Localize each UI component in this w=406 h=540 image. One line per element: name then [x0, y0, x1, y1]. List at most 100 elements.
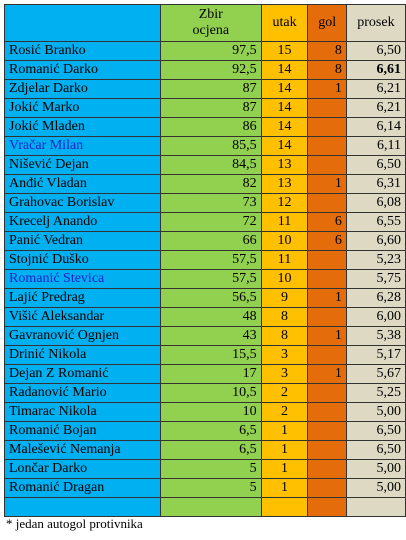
golovi-cell [307, 421, 347, 441]
zbir-ocjena-cell: 66 [160, 231, 262, 251]
header-zbir-ocjena: Zbir ocjena [160, 4, 262, 42]
golovi-cell [307, 345, 347, 365]
zbir-ocjena-cell: 72 [160, 212, 262, 232]
table-row: Romanić Dragan 5 1 5,00 [4, 478, 406, 498]
prosek-cell: 6,55 [345, 212, 406, 232]
zbir-ocjena-cell: 57,5 [160, 269, 262, 289]
prosek-cell: 6,11 [345, 136, 406, 156]
prosek-cell: 5,67 [345, 364, 406, 384]
golovi-cell: 8 [307, 60, 347, 80]
utakmice-cell: 2 [260, 402, 309, 422]
table-row: Jokić Mladen 86 14 6,14 [4, 117, 406, 137]
zbir-ocjena-cell: 73 [160, 193, 262, 213]
player-name-cell: Romanić Dragan [4, 478, 161, 498]
zbir-ocjena-cell: 97,5 [160, 41, 262, 61]
header-zbir-line2: ocjena [192, 23, 230, 38]
player-name-cell: Lončar Darko [4, 459, 161, 479]
zbir-ocjena-cell: 84,5 [160, 155, 262, 175]
utakmice-cell: 14 [260, 79, 309, 99]
prosek-cell: 6,50 [345, 421, 406, 441]
utakmice-cell: 8 [260, 307, 309, 327]
golovi-cell: 6 [307, 231, 347, 251]
header-zbir-line1: Zbir [198, 7, 223, 22]
golovi-cell [307, 250, 347, 270]
utakmice-cell: 8 [260, 326, 309, 346]
golovi-cell: 1 [307, 79, 347, 99]
prosek-cell: 5,17 [345, 345, 406, 365]
player-name-cell: Stojnić Duško [4, 250, 161, 270]
player-name-cell: Krecelj Anando [4, 212, 161, 232]
player-name-cell: Panić Vedran [4, 231, 161, 251]
header-gol: gol [307, 4, 347, 42]
golovi-cell: 1 [307, 364, 347, 384]
player-name-cell: Višić Aleksandar [4, 307, 161, 327]
utakmice-cell: 9 [260, 288, 309, 308]
utakmice-cell: 1 [260, 459, 309, 479]
prosek-cell: 6,14 [345, 117, 406, 137]
golovi-cell [307, 269, 347, 289]
zbir-ocjena-cell: 10,5 [160, 383, 262, 403]
prosek-cell: 5,00 [345, 459, 406, 479]
utakmice-cell: 10 [260, 269, 309, 289]
zbir-ocjena-cell: 48 [160, 307, 262, 327]
prosek-cell: 5,25 [345, 383, 406, 403]
empty-cell [307, 497, 347, 517]
zbir-ocjena-cell: 43 [160, 326, 262, 346]
golovi-cell [307, 155, 347, 175]
prosek-cell: 5,00 [345, 478, 406, 498]
golovi-cell: 1 [307, 174, 347, 194]
header-row: Zbir ocjena utak gol prosek [4, 4, 406, 42]
table-row: Vračar Milan 85,5 14 6,11 [4, 136, 406, 156]
table-row: Rosić Branko 97,5 15 8 6,50 [4, 41, 406, 61]
utakmice-cell: 1 [260, 478, 309, 498]
player-name-cell: Malešević Nemanja [4, 440, 161, 460]
table-row: Gavranović Ognjen 43 8 1 5,38 [4, 326, 406, 346]
utakmice-cell: 11 [260, 250, 309, 270]
player-name-cell: Grahovac Borislav [4, 193, 161, 213]
prosek-cell: 6,21 [345, 98, 406, 118]
player-name-cell: Drinić Nikola [4, 345, 161, 365]
player-name-cell: Lajić Predrag [4, 288, 161, 308]
table-row: Zdjelar Darko 87 14 1 6,21 [4, 79, 406, 99]
prosek-cell: 6,61 [345, 60, 406, 80]
zbir-ocjena-cell: 15,5 [160, 345, 262, 365]
table-row: Radanović Mario 10,5 2 5,25 [4, 383, 406, 403]
utakmice-cell: 13 [260, 155, 309, 175]
zbir-ocjena-cell: 92,5 [160, 60, 262, 80]
player-name-cell: Vračar Milan [4, 136, 161, 156]
table-row: Romanić Darko 92,5 14 8 6,61 [4, 60, 406, 80]
utakmice-cell: 2 [260, 383, 309, 403]
header-prosek: prosek [345, 4, 406, 42]
player-name-cell: Rosić Branko [4, 41, 161, 61]
utakmice-cell: 12 [260, 193, 309, 213]
utakmice-cell: 3 [260, 364, 309, 384]
utakmice-cell: 1 [260, 440, 309, 460]
table-row: Drinić Nikola 15,5 3 5,17 [4, 345, 406, 365]
utakmice-cell: 13 [260, 174, 309, 194]
footnote: * jedan autogol protivnika [6, 516, 143, 531]
player-name-cell: Dejan Z Romanić [4, 364, 161, 384]
golovi-cell [307, 193, 347, 213]
zbir-ocjena-cell: 17 [160, 364, 262, 384]
golovi-cell [307, 402, 347, 422]
table-row: Krecelj Anando 72 11 6 6,55 [4, 212, 406, 232]
utakmice-cell: 15 [260, 41, 309, 61]
prosek-cell: 6,08 [345, 193, 406, 213]
golovi-cell [307, 117, 347, 137]
player-name-cell: Timarac Nikola [4, 402, 161, 422]
golovi-cell [307, 383, 347, 403]
empty-cell [260, 497, 309, 517]
utakmice-cell: 14 [260, 136, 309, 156]
utakmice-cell: 1 [260, 421, 309, 441]
empty-cell [345, 497, 406, 517]
table-row: Anđić Vladan 82 13 1 6,31 [4, 174, 406, 194]
empty-cell [160, 497, 262, 517]
table-row: Nišević Dejan 84,5 13 6,50 [4, 155, 406, 175]
player-name-cell: Anđić Vladan [4, 174, 161, 194]
player-name-cell: Romanić Darko [4, 60, 161, 80]
zbir-ocjena-cell: 87 [160, 98, 262, 118]
utakmice-cell: 3 [260, 345, 309, 365]
table-row: Romanić Stevica 57,5 10 5,75 [4, 269, 406, 289]
header-utak: utak [260, 4, 309, 42]
table-row: Višić Aleksandar 48 8 6,00 [4, 307, 406, 327]
